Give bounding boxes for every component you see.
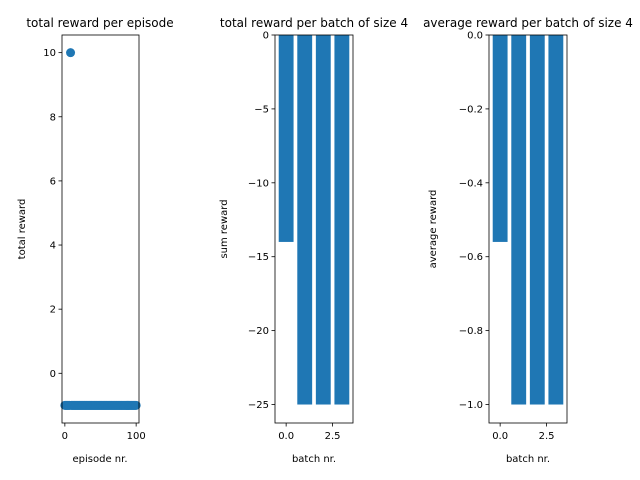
y-tick-label: 0.0	[467, 31, 483, 42]
y-tick-label: −0.6	[459, 252, 483, 263]
y-axis-ticks: 0 −5 −10 −15 −20 −25	[248, 31, 275, 411]
bar	[492, 35, 508, 242]
x-axis-title: batch nr.	[506, 454, 550, 465]
bar	[548, 35, 564, 405]
y-axis-title: total reward	[17, 199, 28, 260]
y-tick-label: −15	[248, 252, 269, 263]
x-axis-ticks: 0.0 2.5	[278, 423, 341, 442]
x-tick-label: 100	[127, 431, 146, 442]
sum-reward-bar-plot: 0.0 2.5 0 −5 −10 −15 −20 −25 total reward per …	[219, 16, 408, 465]
y-axis-title: sum reward	[219, 199, 230, 258]
y-tick-label: 6	[50, 176, 56, 187]
bar	[297, 35, 313, 405]
y-tick-label: −0.8	[459, 326, 483, 337]
plot-marks	[278, 35, 350, 405]
axes-frame	[274, 34, 354, 424]
y-tick-label: 4	[50, 241, 56, 252]
x-axis-ticks: 0.0 2.5	[492, 423, 555, 442]
plot-marks	[60, 48, 141, 410]
y-tick-label: 0	[50, 369, 56, 380]
y-tick-label: −10	[248, 178, 269, 189]
plot-marks	[492, 35, 564, 405]
axes-frame	[61, 34, 140, 424]
y-tick-label: −25	[248, 400, 269, 411]
axes-frame	[488, 34, 568, 424]
bar	[511, 35, 527, 405]
bar	[334, 35, 350, 405]
y-tick-label: 8	[50, 112, 56, 123]
y-tick-label: −0.4	[459, 178, 483, 189]
x-axis-ticks: 0 100	[62, 423, 146, 442]
y-axis-title: average reward	[428, 190, 439, 269]
data-point	[131, 400, 141, 410]
y-tick-label: −5	[254, 104, 269, 115]
x-tick-label: 0.0	[278, 431, 294, 442]
x-tick-label: 0	[62, 431, 68, 442]
y-tick-label: −20	[248, 326, 269, 337]
data-point	[66, 48, 76, 58]
x-tick-label: 0.0	[492, 431, 508, 442]
y-tick-label: 10	[43, 48, 56, 59]
x-axis-title: episode nr.	[73, 454, 128, 465]
y-tick-label: −1.0	[459, 400, 483, 411]
y-tick-label: −0.2	[459, 104, 483, 115]
y-tick-label: 0	[263, 31, 269, 42]
x-tick-label: 2.5	[325, 431, 341, 442]
y-axis-ticks: 0.0 −0.2 −0.4 −0.6 −0.8 −1.0	[459, 31, 489, 411]
episode-reward-scatter-plot: 0 100 0 2 4 6 8 10 total reward per episode ep…	[17, 16, 174, 465]
x-axis-title: batch nr.	[292, 454, 336, 465]
average-reward-bar-plot: 0.0 2.5 0.0 −0.2 −0.4 −0.6 −0.8 −1.0 average r…	[423, 16, 633, 465]
bar	[315, 35, 331, 405]
bar	[529, 35, 545, 405]
plot-title: average reward per batch of size 4	[423, 16, 633, 30]
y-axis-ticks: 0 2 4 6 8 10	[43, 48, 62, 380]
x-tick-label: 2.5	[539, 431, 555, 442]
bar	[278, 35, 294, 242]
y-tick-label: 2	[50, 305, 56, 316]
plot-title: total reward per batch of size 4	[220, 16, 408, 30]
plot-title: total reward per episode	[26, 16, 173, 30]
